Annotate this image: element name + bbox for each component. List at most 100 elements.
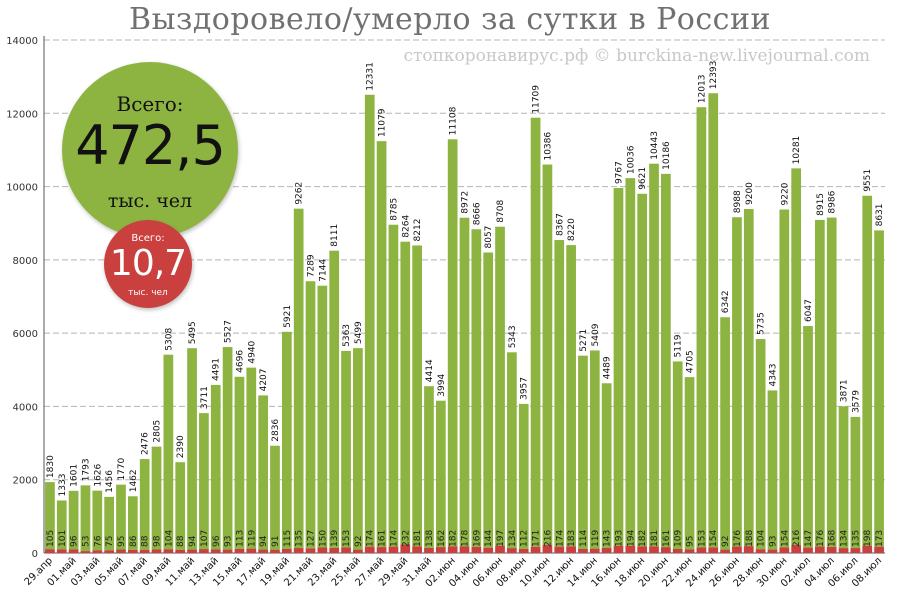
data-label-recovered: 10186 <box>662 141 672 170</box>
bar-recovered <box>210 384 221 550</box>
bar-deaths <box>400 544 411 553</box>
data-label-deaths: 113 <box>235 530 245 547</box>
bar-recovered <box>293 208 304 549</box>
bar-deaths <box>341 547 351 553</box>
bar-deaths <box>127 549 138 553</box>
data-label-recovered: 1770 <box>117 457 127 480</box>
data-label-deaths: 96 <box>212 535 222 547</box>
bar-deaths <box>732 546 742 553</box>
data-label-deaths: 144 <box>484 530 494 547</box>
bar-recovered <box>874 230 884 547</box>
bar-deaths <box>814 546 825 553</box>
data-label-recovered: 12331 <box>366 62 376 91</box>
data-label-recovered: 8972 <box>461 191 471 214</box>
bar-deaths <box>270 549 280 553</box>
data-label-recovered: 3994 <box>437 374 447 397</box>
total-deaths-badge: Всего: 10,7 тыс. чел <box>104 220 192 308</box>
bar-recovered <box>151 446 162 550</box>
data-label-deaths: 92 <box>354 536 364 547</box>
data-label-deaths: 91 <box>271 536 281 547</box>
data-label-recovered: 5271 <box>579 329 589 352</box>
bar-deaths <box>104 550 115 553</box>
data-label-deaths: 232 <box>401 530 411 547</box>
chart-source-watermark: стопкоронавирус.рф © burckina-new.livejo… <box>403 46 870 66</box>
data-label-recovered: 2390 <box>176 435 186 458</box>
y-tick-label: 12000 <box>6 109 38 120</box>
bar-recovered <box>684 377 695 550</box>
bar-deaths <box>554 546 565 553</box>
bar-deaths <box>317 547 328 553</box>
bar-deaths <box>708 547 719 553</box>
data-label-deaths: 147 <box>804 530 814 547</box>
bar-recovered <box>139 459 150 550</box>
data-label-recovered: 5343 <box>508 325 518 348</box>
data-label-recovered: 8666 <box>472 202 482 225</box>
bar-deaths <box>684 549 695 553</box>
bar-recovered <box>412 245 422 547</box>
bar-recovered <box>353 348 363 550</box>
data-label-recovered: 1601 <box>70 464 80 487</box>
data-label-recovered: 8264 <box>401 215 411 238</box>
total-recovered-unit: тыс. чел <box>107 190 193 212</box>
bar-deaths <box>601 547 612 553</box>
bar-deaths <box>68 549 79 553</box>
bar-recovered <box>459 217 470 547</box>
data-label-deaths: 194 <box>626 530 636 547</box>
data-label-deaths: 182 <box>449 530 459 547</box>
bar-deaths <box>589 548 600 553</box>
data-label-deaths: 104 <box>757 530 767 547</box>
bar-recovered <box>68 490 79 550</box>
data-label-recovered: 12393 <box>709 61 719 90</box>
data-label-recovered: 8111 <box>330 224 340 247</box>
bar-deaths <box>791 545 802 553</box>
bar-deaths <box>412 546 422 553</box>
data-label-deaths: 88 <box>141 535 151 547</box>
data-label-deaths: 174 <box>555 530 565 547</box>
data-label-deaths: 150 <box>318 530 328 547</box>
data-label-deaths: 182 <box>638 530 648 547</box>
bar-recovered <box>104 496 115 551</box>
data-label-deaths: 153 <box>697 530 707 547</box>
bar-deaths <box>80 551 91 553</box>
bar-recovered <box>56 500 67 550</box>
bar-deaths <box>187 549 197 553</box>
data-label-recovered: 9621 <box>638 167 648 190</box>
data-label-deaths: 95 <box>117 536 127 547</box>
bar-deaths <box>696 547 707 553</box>
bar-deaths <box>222 549 233 553</box>
data-label-recovered: 5119 <box>674 334 684 357</box>
data-label-recovered: 4343 <box>768 364 778 387</box>
data-label-recovered: 8785 <box>389 198 399 221</box>
data-label-deaths: 119 <box>247 530 257 547</box>
data-label-recovered: 3871 <box>840 379 850 402</box>
bar-deaths <box>364 546 375 553</box>
data-label-deaths: 75 <box>105 536 115 547</box>
data-label-recovered: 4207 <box>259 368 269 391</box>
bar-deaths <box>720 549 730 553</box>
data-label-recovered: 8986 <box>828 190 838 213</box>
data-label-deaths: 161 <box>662 530 672 547</box>
bar-recovered <box>483 252 494 548</box>
bar-recovered <box>838 406 849 549</box>
data-label-deaths: 95 <box>686 536 696 547</box>
data-label-recovered: 9220 <box>780 182 790 205</box>
bar-deaths <box>625 545 636 553</box>
bar-deaths <box>672 549 683 553</box>
data-label-recovered: 4940 <box>247 340 257 363</box>
data-label-recovered: 11108 <box>449 106 459 135</box>
total-deaths-value: 10,7 <box>109 243 187 284</box>
bar-deaths <box>175 549 186 553</box>
data-label-recovered: 9551 <box>863 169 873 192</box>
data-label-deaths: 96 <box>70 535 80 547</box>
bar-deaths <box>637 546 648 553</box>
data-label-deaths: 154 <box>709 530 719 547</box>
bar-deaths <box>661 547 671 553</box>
bar-deaths <box>471 546 482 553</box>
bar-recovered <box>270 445 280 550</box>
bar-recovered <box>400 241 411 545</box>
y-tick-label: 8000 <box>13 256 38 267</box>
bar-recovered <box>305 281 316 549</box>
data-label-recovered: 1626 <box>93 463 103 486</box>
bar-recovered <box>625 178 636 546</box>
data-label-recovered: 5308 <box>164 328 174 351</box>
